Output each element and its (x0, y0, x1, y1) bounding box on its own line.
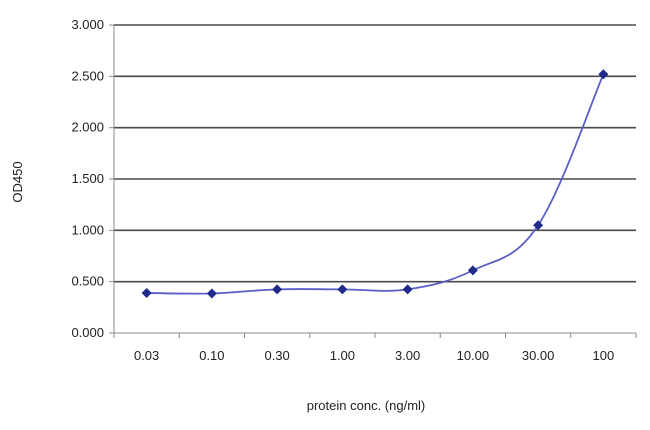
series-line (146, 73, 605, 295)
data-point (337, 284, 348, 295)
data-point (533, 220, 544, 231)
y-tick-label: 2.000 (71, 120, 104, 135)
x-tick-label: 100 (593, 348, 615, 363)
y-tick-label: 0.500 (71, 274, 104, 289)
y-tick-label: 3.000 (71, 17, 104, 32)
data-point (402, 284, 413, 295)
x-tick-label: 0.30 (264, 348, 289, 363)
y-tick-label: 1.000 (71, 222, 104, 237)
x-tick-label: 0.10 (199, 348, 224, 363)
data-point (206, 288, 217, 299)
data-point (272, 284, 283, 295)
axes (109, 24, 637, 338)
x-tick-label: 0.03 (134, 348, 159, 363)
y-tick-labels: 0.000 0.500 1.000 1.500 2.000 2.500 3.000 (71, 17, 104, 340)
data-point (598, 69, 609, 80)
y-axis-title: OD450 (10, 161, 25, 202)
x-tick-label: 30.00 (522, 348, 555, 363)
y-tick-label: 0.000 (71, 325, 104, 340)
y-tick-label: 1.500 (71, 171, 104, 186)
gridlines (114, 24, 636, 283)
series (141, 69, 609, 299)
x-tick-labels: 0.03 0.10 0.30 1.00 3.00 10.00 30.00 100 (134, 348, 614, 363)
x-tick-label: 10.00 (457, 348, 490, 363)
y-tick-label: 2.500 (71, 68, 104, 83)
x-tick-label: 1.00 (330, 348, 355, 363)
data-point (141, 287, 152, 298)
x-tick-label: 3.00 (395, 348, 420, 363)
x-axis-title: protein conc. (ng/ml) (307, 398, 426, 413)
data-point (467, 265, 478, 276)
